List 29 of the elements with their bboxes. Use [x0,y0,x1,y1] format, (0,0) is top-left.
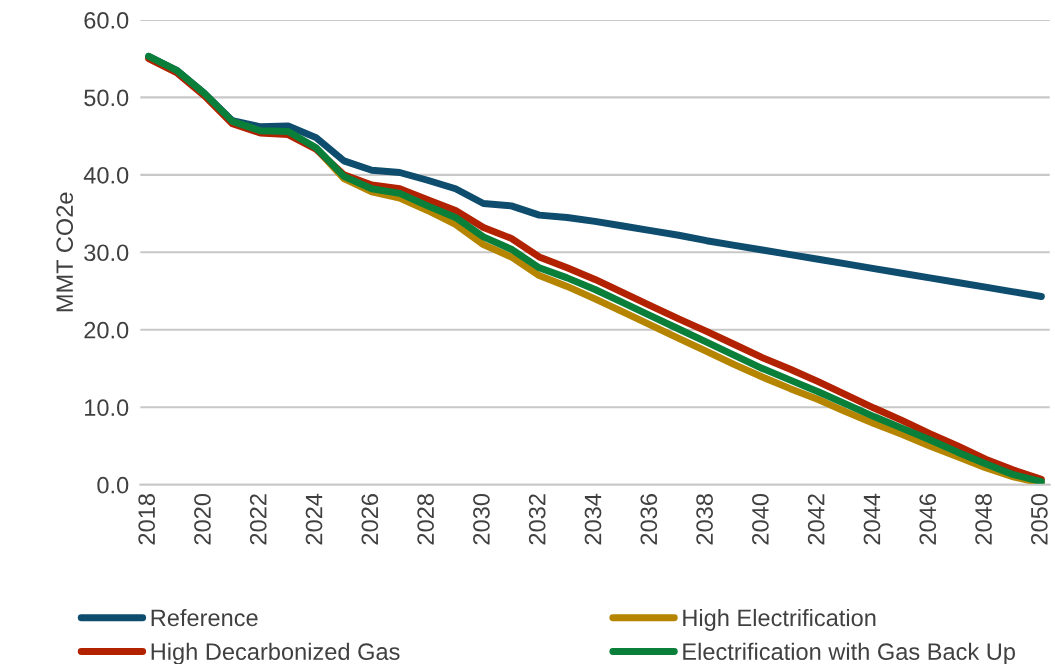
x-tick-label: 2036 [640,494,658,545]
x-tick-label: 2018 [138,494,156,545]
x-tick-label: 2024 [305,493,323,545]
legend-label: High Electrification [683,608,876,631]
x-tick-label: 2038 [696,494,713,545]
y-axis-title: MMT CO2e [56,192,74,312]
x-tick-label: 2044 [863,493,881,545]
x-tick-label: 2030 [473,493,490,545]
legend-label: Electrification with Gas Back Up [683,642,1015,664]
x-tick-label: 2046 [919,494,937,545]
x-tick-label: 2026 [361,494,379,545]
y-tick-label: 20.0 [84,321,129,339]
y-tick-label: 40.0 [83,166,129,184]
x-tick-label: 2034 [584,493,602,545]
x-tick-label: 2022 [249,494,267,545]
x-tick-label: 2042 [807,494,825,545]
y-tick-label: 30.0 [84,244,129,262]
x-tick-label: 2032 [528,494,546,545]
y-tick-label: 60.0 [84,11,129,29]
x-tick-label: 2048 [975,494,992,545]
y-tick-label: 0.0 [97,476,129,494]
legend-label: Reference [151,608,258,627]
y-tick-label: 10.0 [85,399,129,417]
x-tick-label: 2040 [752,493,769,545]
x-tick-label: 2028 [417,494,434,545]
y-tick-label: 50.0 [84,89,129,107]
x-tick-label: 2020 [194,493,211,545]
x-tick-label: 2050 [1030,493,1048,545]
legend-label: High Decarbonized Gas [151,642,400,664]
